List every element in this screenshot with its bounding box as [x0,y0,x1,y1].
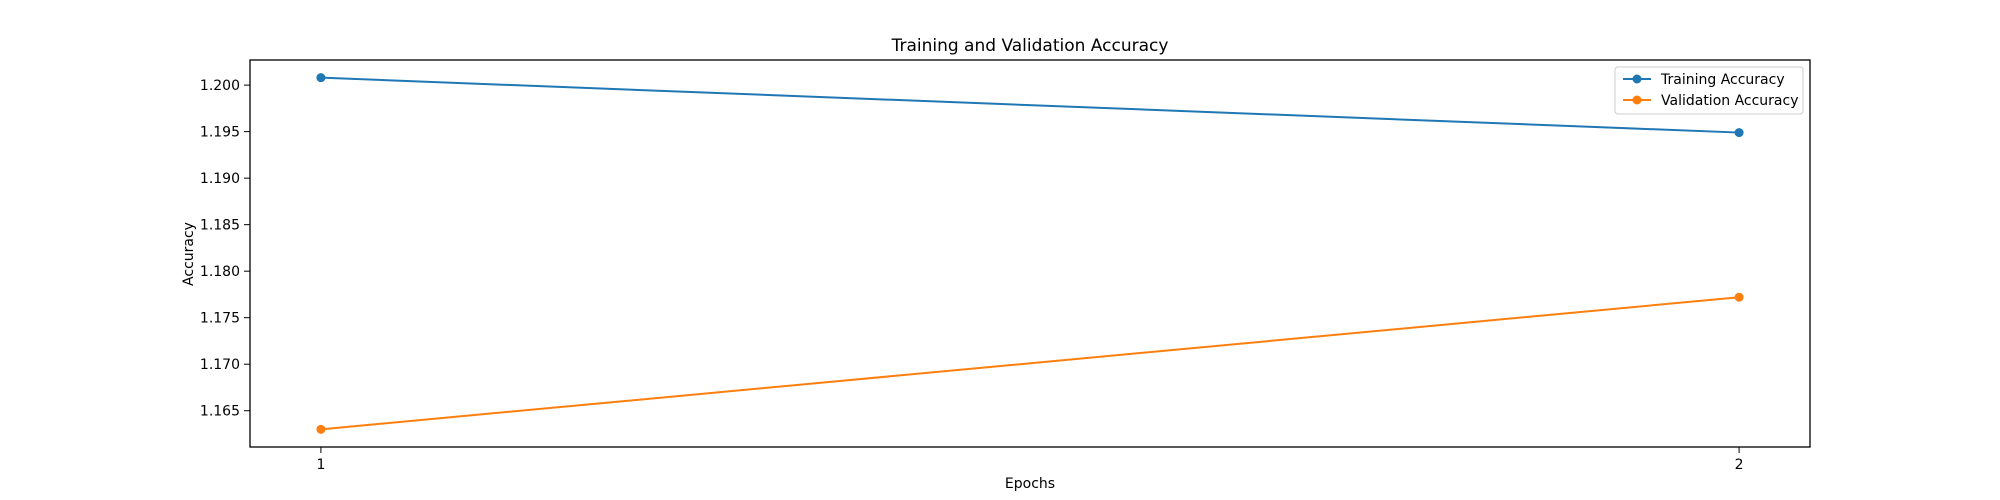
data-point-validation-accuracy [316,424,326,434]
data-point-training-accuracy [316,73,326,83]
series-line-validation-accuracy [320,296,1740,431]
y-axis-label: Accuracy [181,222,197,286]
legend-label-training: Training Accuracy [1660,72,1785,88]
legend-box [1614,66,1804,115]
y-tick-label: 1.190 [200,171,240,187]
x-tick-label: 1 [316,457,325,473]
series-line-training-accuracy [320,76,1740,134]
legend-marker-training [1632,74,1642,84]
y-tick-label: 1.195 [200,125,240,141]
chart-title: Training and Validation Accuracy [891,36,1169,56]
y-tick-label: 1.175 [200,311,240,327]
y-tick-label: 1.165 [200,404,240,420]
y-tick-label: 1.200 [200,78,240,94]
legend-marker-validation [1632,95,1642,105]
data-point-training-accuracy [1734,128,1744,138]
x-tick-label: 2 [1735,457,1744,473]
y-axis-ticks: 1.165 1.170 1.175 1.180 1.185 1.190 1.195 1.200 [200,78,250,420]
series-layer [316,73,1744,434]
y-tick-label: 1.185 [200,218,240,234]
plot-area [249,59,1811,448]
y-tick-label: 1.180 [200,264,240,280]
x-axis-label: Epochs [1005,476,1055,492]
legend-label-validation: Validation Accuracy [1661,93,1799,109]
y-tick-label: 1.170 [200,357,240,373]
axes-frame [249,59,1811,448]
data-point-validation-accuracy [1734,292,1744,302]
legend: Training Accuracy Validation Accuracy [1614,66,1804,115]
